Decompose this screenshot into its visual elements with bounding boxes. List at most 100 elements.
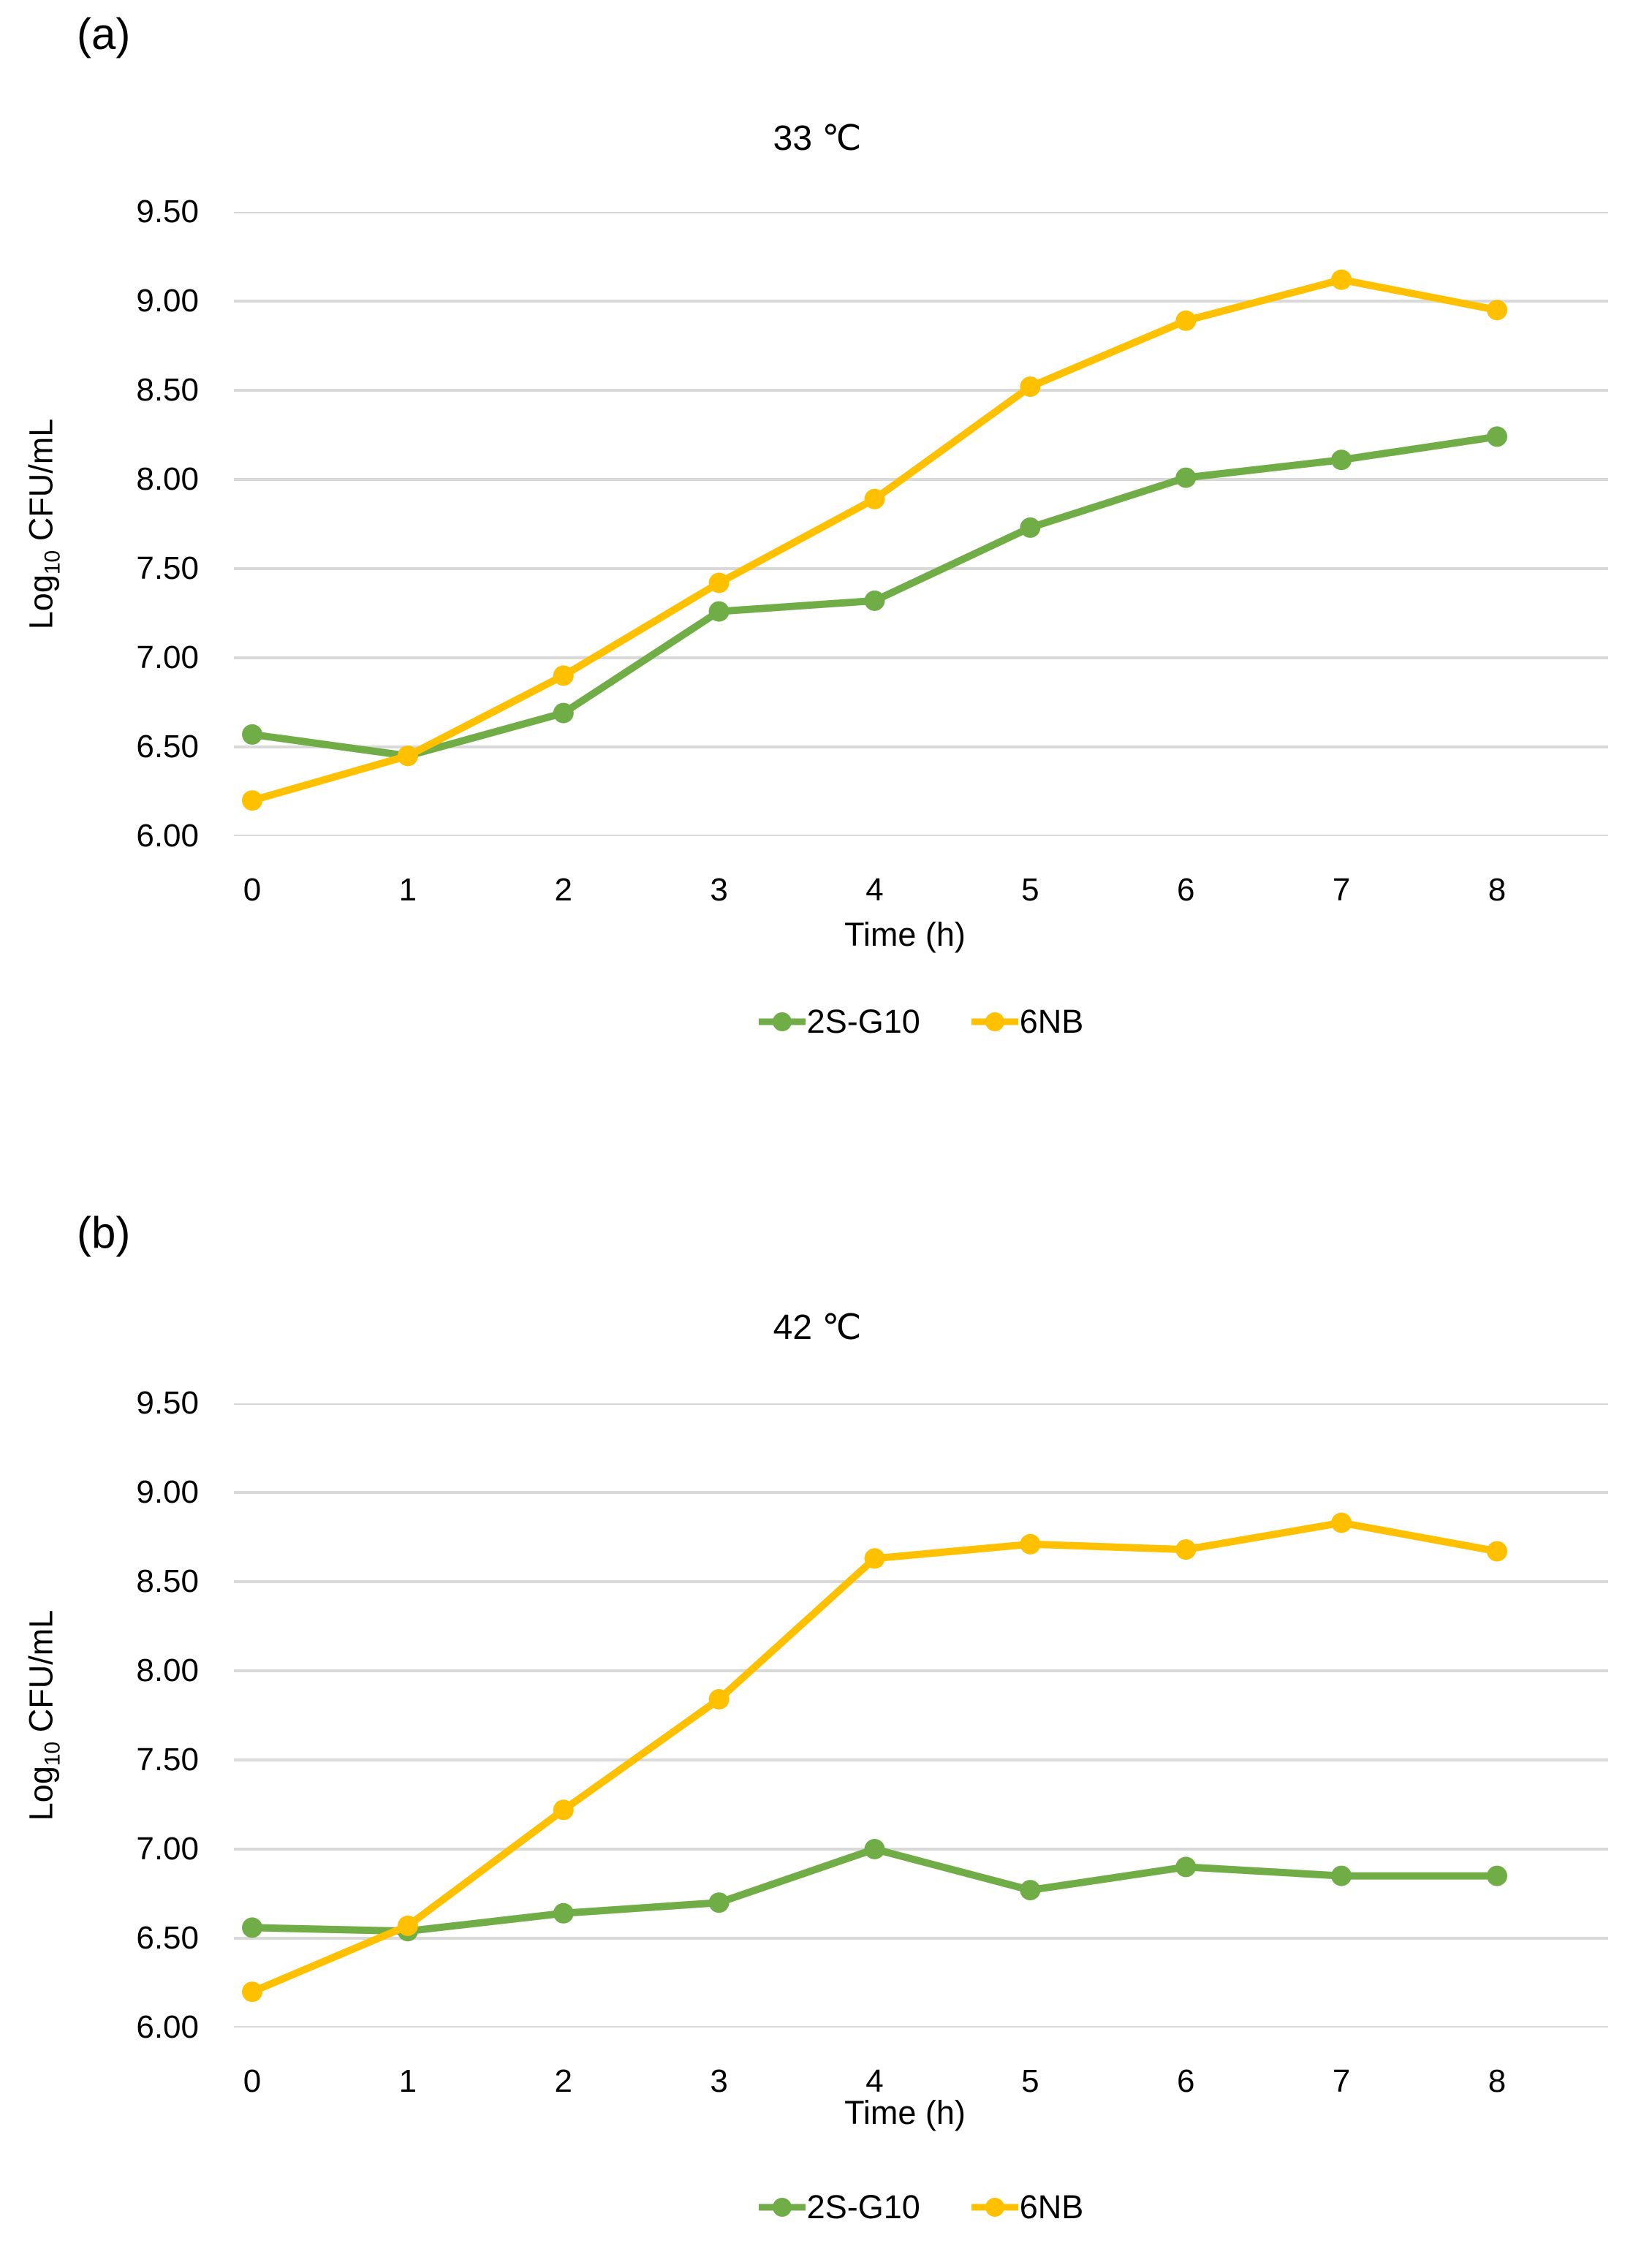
x-tick-label: 7 (1332, 872, 1351, 908)
y-tick-label: 9.00 (136, 1474, 199, 1510)
y-tick-label: 8.00 (136, 461, 199, 497)
y-tick-label: 9.50 (136, 1385, 199, 1421)
y-tick-label: 6.00 (136, 2009, 199, 2045)
data-point-marker-6NB (242, 790, 262, 811)
x-axis-title: Time (h) (844, 2094, 966, 2131)
x-tick-label: 5 (1021, 2063, 1039, 2099)
data-point-marker-6NB (553, 1799, 574, 1821)
legend-marker-icon (971, 1012, 1018, 1031)
data-point-marker-6NB (864, 1548, 885, 1569)
data-point-marker-2S-G10 (1020, 1880, 1041, 1901)
panel-label-a: (a) (77, 10, 131, 58)
y-tick-label: 9.50 (136, 194, 199, 229)
y-tick-label: 6.50 (136, 729, 199, 765)
y-axis-title-subscript: 10 (40, 1741, 65, 1767)
x-tick-label: 1 (398, 872, 417, 908)
data-point-marker-2S-G10 (1175, 467, 1197, 488)
legend: 2S-G10 6NB (234, 2188, 1608, 2226)
data-point-marker-6NB (708, 1689, 730, 1710)
x-axis-title: Time (h) (844, 916, 966, 953)
legend-item-6NB: 6NB (971, 1003, 1084, 1041)
legend-dot (772, 1012, 792, 1031)
y-tick-label: 7.50 (136, 550, 199, 586)
x-tick-label: 0 (243, 2063, 262, 2099)
legend-label: 6NB (1019, 2188, 1084, 2226)
data-point-marker-6NB (708, 572, 730, 593)
legend-dot (985, 2198, 1004, 2217)
x-tick-label: 6 (1177, 2063, 1195, 2099)
data-point-marker-2S-G10 (708, 601, 730, 622)
data-point-marker-2S-G10 (1331, 1865, 1352, 1886)
data-point-marker-6NB (1331, 269, 1352, 290)
y-tick-label: 7.00 (136, 1831, 199, 1867)
data-point-marker-6NB (1175, 1539, 1197, 1560)
series-line-2S-G10 (249, 1845, 1501, 1935)
legend-item-2S-G10: 2S-G10 (758, 2188, 920, 2226)
data-point-marker-2S-G10 (242, 724, 262, 745)
x-tick-label: 3 (710, 2063, 728, 2099)
legend-label: 6NB (1019, 1003, 1084, 1040)
chart-title-42c: 42 ℃ (773, 1308, 862, 1347)
data-point-marker-6NB (553, 665, 574, 686)
legend-label: 2S-G10 (806, 2188, 920, 2226)
data-point-marker-2S-G10 (708, 1892, 730, 1913)
data-point-marker-6NB (1487, 1541, 1507, 1562)
series-line-6NB (249, 1519, 1501, 1996)
legend-label: 2S-G10 (806, 1003, 920, 1040)
data-point-marker-2S-G10 (1020, 517, 1041, 538)
legend-dot (985, 1012, 1004, 1031)
x-tick-label: 2 (554, 872, 572, 908)
data-point-marker-2S-G10 (1487, 1865, 1507, 1886)
data-point-marker-2S-G10 (1331, 449, 1352, 471)
x-tick-label: 6 (1177, 872, 1195, 908)
y-axis-title-text: Log (22, 1766, 60, 1821)
x-tick-label: 4 (865, 2063, 884, 2099)
data-point-marker-2S-G10 (553, 702, 574, 724)
data-point-marker-2S-G10 (864, 590, 885, 611)
data-point-marker-6NB (864, 488, 885, 509)
panel-label-b: (b) (77, 1208, 131, 1257)
y-tick-label: 8.50 (136, 372, 199, 408)
y-tick-label: 6.00 (136, 818, 199, 854)
y-tick-label: 7.50 (136, 1742, 199, 1778)
x-tick-label: 8 (1488, 2063, 1507, 2099)
x-tick-label: 1 (398, 2063, 417, 2099)
x-tick-label: 8 (1488, 872, 1507, 908)
data-point-marker-6NB (1020, 376, 1041, 398)
legend-marker-icon (971, 2198, 1018, 2217)
x-tick-label: 4 (865, 872, 884, 908)
plot-area-33c (234, 212, 1608, 836)
y-tick-label: 8.50 (136, 1563, 199, 1599)
legend-marker-icon (758, 1012, 806, 1031)
y-tick-label: 9.00 (136, 283, 199, 319)
legend-item-2S-G10: 2S-G10 (758, 1003, 920, 1041)
data-point-marker-6NB (397, 1915, 418, 1936)
data-point-marker-2S-G10 (1487, 426, 1507, 447)
y-axis-title: Log10 CFU/mL (23, 1610, 66, 1821)
legend-item-6NB: 6NB (971, 2188, 1084, 2226)
data-point-marker-6NB (1487, 300, 1507, 321)
y-axis-title-units: CFU/mL (22, 1609, 60, 1742)
legend: 2S-G10 6NB (234, 1003, 1608, 1040)
legend-dot (772, 2198, 792, 2217)
data-point-marker-6NB (1020, 1533, 1041, 1555)
x-tick-label: 2 (554, 2063, 572, 2099)
x-tick-label: 3 (710, 872, 728, 908)
y-tick-label: 6.50 (136, 1920, 199, 1956)
plot-area-42c (234, 1403, 1608, 2027)
data-point-marker-6NB (1331, 1512, 1352, 1533)
chart-title-33c: 33 ℃ (773, 119, 862, 158)
y-tick-label: 8.00 (136, 1653, 199, 1688)
y-tick-label: 7.00 (136, 640, 199, 675)
data-point-marker-2S-G10 (864, 1839, 885, 1859)
data-point-marker-2S-G10 (553, 1902, 574, 1924)
legend-marker-icon (758, 2198, 806, 2217)
data-point-marker-6NB (1175, 310, 1197, 331)
data-point-marker-6NB (397, 745, 418, 767)
x-tick-label: 5 (1021, 872, 1039, 908)
x-tick-label: 0 (243, 872, 262, 908)
data-point-marker-2S-G10 (242, 1917, 262, 1938)
data-point-marker-6NB (242, 1981, 262, 2003)
